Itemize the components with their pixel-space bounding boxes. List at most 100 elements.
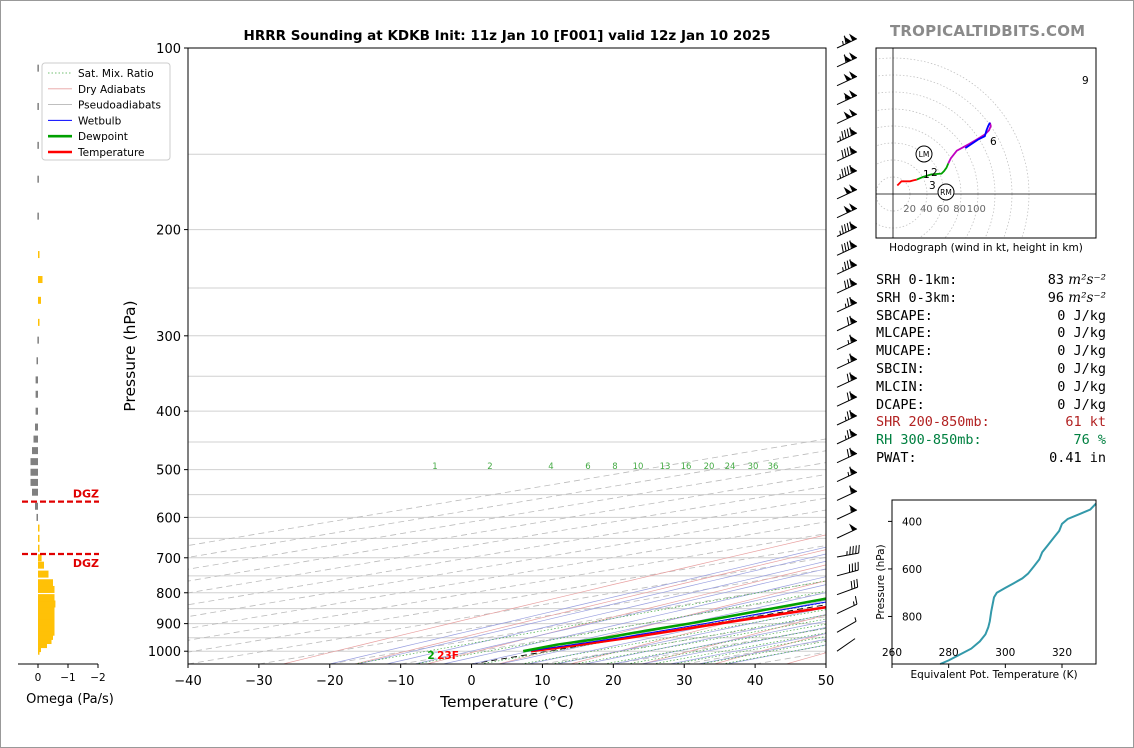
hodo-caption: Hodograph (wind in kt, height in km) [889, 242, 1083, 254]
y-tick-label: 400 [156, 405, 181, 420]
barb-flag [849, 410, 857, 418]
legend-label: Dewpoint [78, 131, 128, 143]
barb-half [852, 601, 855, 606]
barb-shaft [836, 94, 858, 106]
barb-full [848, 564, 851, 573]
y-tick-label: 200 [156, 224, 181, 239]
omega-bar [38, 628, 55, 636]
mixing-ratio-label: 24 [725, 462, 736, 472]
barb-flag [849, 335, 857, 343]
stats-panel: SRH 0-1km: 83 m²s⁻² SRH 0-3km: 96 m²s⁻² SBCA… [876, 272, 1106, 468]
barb-flag [849, 203, 857, 211]
mixing-ratio-label: 6 [585, 462, 590, 472]
stat-value: 0 J/kg [1057, 325, 1106, 342]
thetae-x-tick-label: 280 [939, 647, 959, 659]
wind-barb [836, 278, 858, 294]
barb-half [842, 40, 844, 46]
stat-label: SBCAPE: [876, 307, 933, 324]
stat-label: MUCAPE: [876, 343, 933, 360]
mixing-ratio-label: 13 [660, 462, 671, 472]
stat-row: DCAPE: 0 J/kg [876, 397, 1106, 415]
wind-barb [836, 561, 859, 577]
omega-bar [32, 447, 38, 455]
barb-shaft [836, 620, 857, 633]
stat-label: MLCAPE: [876, 325, 933, 342]
stat-label: MLCIN: [876, 378, 925, 395]
barb-flag [849, 127, 857, 136]
barb-flag [849, 316, 857, 324]
x-tick-label: 50 [818, 674, 835, 689]
omega-bar [30, 468, 38, 476]
isotherm-line [188, 521, 826, 629]
barb-full [844, 242, 847, 252]
barb-full [844, 54, 847, 63]
dry-adiabat-line [354, 549, 826, 664]
omega-bar [38, 641, 47, 649]
barb-flag [849, 297, 857, 305]
isotherm-line [188, 533, 826, 641]
hodo-ring-label: 20 [903, 204, 916, 215]
isotherm-line [188, 485, 826, 594]
mixing-ratio-label: 36 [768, 462, 779, 472]
stat-value: 0.41 in [1049, 449, 1106, 466]
omega-bar [37, 102, 39, 110]
barb-full [846, 449, 850, 458]
mixing-ratio-label: 2 [487, 462, 492, 472]
stat-row: SRH 0-3km: 96 m²s⁻² [876, 290, 1106, 308]
barb-full [846, 279, 850, 288]
thetae-x-tick-label: 260 [882, 647, 902, 659]
mixing-ratio-label: 8 [612, 462, 617, 472]
barb-full [844, 167, 847, 176]
barb-shaft [836, 528, 858, 539]
mixing-ratio-line [652, 632, 826, 664]
stat-value: 0 J/kg [1057, 396, 1106, 413]
skewt-plot-area [188, 48, 826, 664]
barb-shaft [836, 57, 858, 68]
barb-flag [849, 71, 857, 79]
barb-full [851, 563, 853, 572]
barb-shaft [836, 151, 858, 162]
barb-full [846, 260, 850, 269]
barb-shaft [836, 207, 858, 219]
thetae-y-label: Pressure (hPa) [875, 544, 887, 619]
pseudoadiabat-line [613, 620, 826, 664]
stat-label: SRH 0-1km: [876, 272, 958, 288]
barb-shaft [836, 586, 858, 596]
hodo-marker-label: LM [919, 150, 930, 159]
stat-row: RH 300-850mb: 76 % [876, 432, 1106, 450]
barb-flag [849, 448, 857, 456]
stat-label: SHR 200-850mb: [876, 414, 990, 431]
barb-full [849, 296, 852, 306]
barb-full [849, 466, 852, 475]
stat-row: SBCIN: 0 J/kg [876, 361, 1106, 379]
barb-full [846, 166, 850, 175]
barb-full [849, 315, 852, 325]
barb-full [841, 131, 844, 140]
barb-flag [843, 36, 852, 44]
wind-barb [836, 372, 858, 388]
hodo-ring-label: 40 [920, 204, 933, 215]
mixing-ratio-line [722, 644, 826, 664]
mixing-ratio-line [575, 618, 826, 664]
wind-barb [836, 638, 856, 652]
omega-bar [38, 251, 40, 259]
barb-flag [843, 111, 852, 119]
wind-barb [836, 296, 858, 313]
omega-bar [36, 513, 38, 521]
thetae-x-label: Equivalent Pot. Temperature (K) [910, 669, 1077, 681]
wind-barb [836, 617, 857, 633]
omega-bar [38, 637, 52, 645]
omega-bar [33, 435, 38, 443]
barb-full [841, 225, 844, 234]
wind-barb [836, 184, 858, 200]
barb-flag [843, 205, 852, 214]
omega-bar [38, 554, 42, 562]
barb-half [846, 551, 848, 556]
omega-bar [38, 606, 55, 614]
pseudoadiabat-line [386, 560, 826, 664]
stat-value: 0 J/kg [1057, 343, 1106, 360]
barb-full [844, 261, 847, 271]
barb-half [847, 471, 850, 477]
mixing-ratio-label: 1 [432, 462, 437, 472]
barb-full [849, 259, 852, 268]
